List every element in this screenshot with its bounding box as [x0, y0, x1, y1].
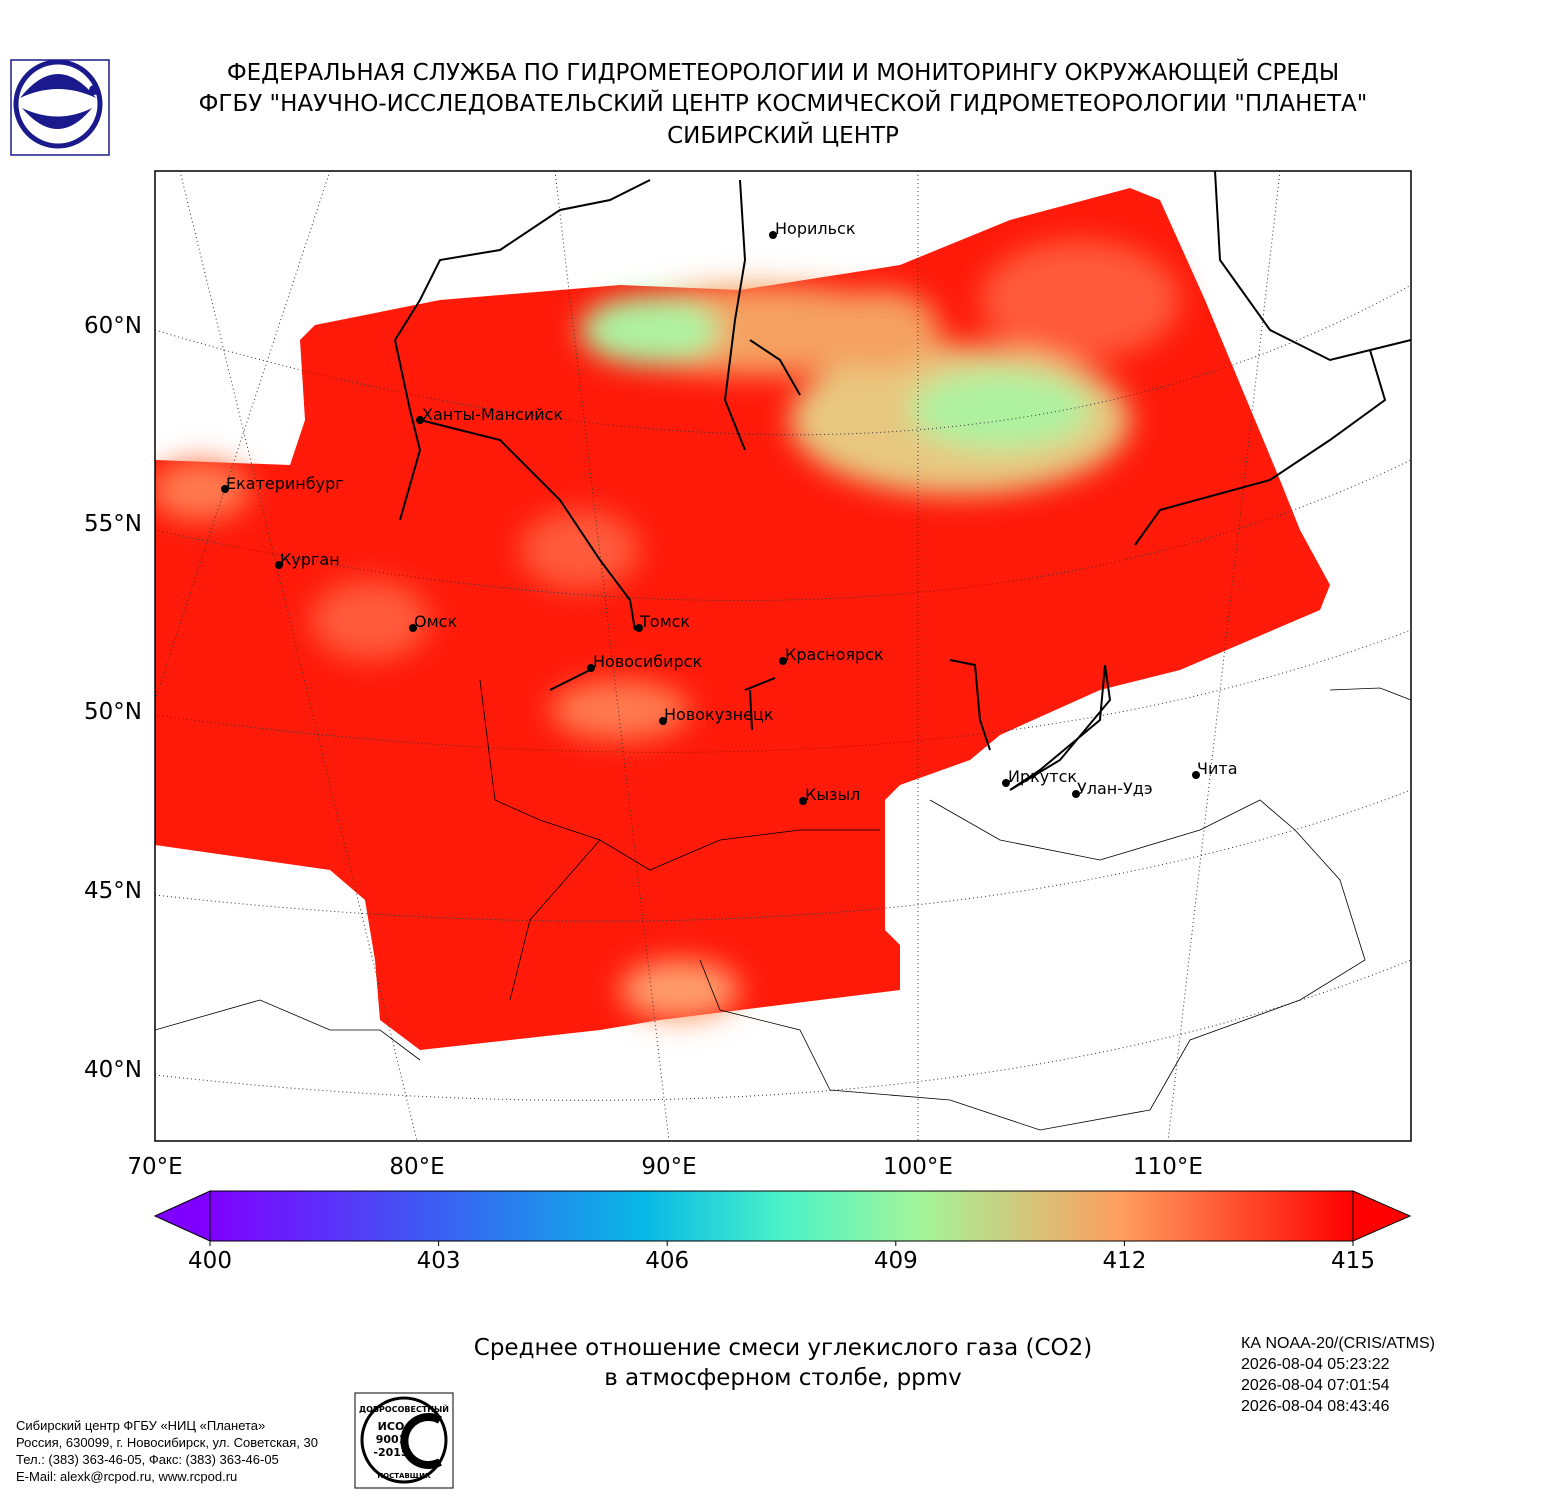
- cities: Норильск Ханты-Мансийск Екатеринбург Кур…: [221, 219, 1238, 805]
- city-dot: [799, 797, 807, 805]
- lat-label: 55°N: [84, 511, 142, 537]
- lat-label: 50°N: [84, 699, 142, 725]
- footer-line: Сибирский центр ФГБУ «НИЦ «Планета»: [16, 1418, 265, 1433]
- graticule: [155, 171, 1411, 1141]
- city-dot: [659, 717, 667, 725]
- rivers: [394, 171, 1411, 791]
- iso-text: -2015: [373, 1446, 408, 1459]
- city-dot: [635, 624, 643, 632]
- iso-text: ИСО: [378, 1420, 405, 1433]
- colorbar-extend: [153, 1190, 211, 1242]
- city-dot: [275, 561, 283, 569]
- colorbar-tick-label: 400: [188, 1248, 232, 1274]
- iso-text: 9001: [376, 1433, 407, 1446]
- header-line: СИБИРСКИЙ ЦЕНТР: [667, 121, 899, 149]
- lon-label: 100°E: [883, 1154, 953, 1180]
- city-label: Чита: [1197, 759, 1238, 778]
- satellite-info: 2026-08-04 08:43:46: [1241, 1398, 1390, 1415]
- logo: [10, 59, 110, 156]
- colorbar-tick-label: 415: [1331, 1248, 1375, 1274]
- city-dot: [587, 664, 595, 672]
- colorbar-tick-label: 403: [417, 1248, 461, 1274]
- city-dot: [409, 624, 417, 632]
- city-label: Томск: [639, 612, 690, 631]
- lat-label: 45°N: [84, 878, 142, 904]
- satellite-info: 2026-08-04 05:23:22: [1241, 1356, 1390, 1373]
- city-label: Ханты-Мансийск: [422, 405, 563, 424]
- city-label: Норильск: [775, 219, 856, 238]
- iso-logo: ДОБРОСОВЕСТНЫЙ ИСО 9001 -2015 ПОСТАВЩИК: [354, 1392, 454, 1489]
- colorbar-extend: [1352, 1190, 1412, 1242]
- city-label: Новокузнецк: [664, 705, 774, 724]
- city-dot: [416, 416, 424, 424]
- lat-label: 40°N: [84, 1057, 142, 1083]
- city-label: Екатеринбург: [226, 474, 344, 493]
- footer-line: Тел.: (383) 363-46-05, Факс: (383) 363-4…: [16, 1452, 279, 1467]
- satellite-info: КА NOAA-20/(CRIS/ATMS): [1241, 1335, 1435, 1352]
- footer-line: E-Mail: alexk@rcpod.ru, www.rcpod.ru: [16, 1469, 237, 1484]
- header-line: ФГБУ "НАУЧНО-ИССЛЕДОВАТЕЛЬСКИЙ ЦЕНТР КОС…: [199, 89, 1368, 117]
- colorbar-tick-label: 412: [1102, 1248, 1146, 1274]
- iso-text: ДОБРОСОВЕСТНЫЙ: [359, 1403, 449, 1414]
- map-frame: [154, 170, 1412, 1142]
- city-label: Улан-Удэ: [1077, 779, 1153, 798]
- borders: [155, 679, 1411, 1131]
- lon-label: 70°E: [127, 1154, 182, 1180]
- city-dot: [779, 657, 787, 665]
- city-dot: [1072, 790, 1080, 798]
- colorbar-body: [209, 1190, 1354, 1242]
- city-dot: [1002, 779, 1010, 787]
- co2-anomalies: [155, 240, 1180, 1020]
- header-line: ФЕДЕРАЛЬНАЯ СЛУЖБА ПО ГИДРОМЕТЕОРОЛОГИИ …: [227, 58, 1339, 86]
- city-label: Иркутск: [1008, 767, 1077, 786]
- caption: Среднее отношение смеси углекислого газа…: [474, 1335, 1092, 1361]
- colorbar-tick-label: 406: [645, 1248, 689, 1274]
- city-dot: [769, 231, 777, 239]
- city-label: Новосибирск: [593, 652, 702, 671]
- lon-label: 90°E: [641, 1154, 696, 1180]
- city-label: Красноярск: [785, 645, 884, 664]
- city-dot: [1192, 771, 1200, 779]
- colorbar-tick-label: 409: [874, 1248, 918, 1274]
- city-label: Омск: [414, 612, 457, 631]
- iso-text: ПОСТАВЩИК: [377, 1472, 431, 1480]
- city-dot: [221, 485, 229, 493]
- lon-label: 110°E: [1133, 1154, 1203, 1180]
- city-label: Кызыл: [805, 785, 860, 804]
- lon-label: 80°E: [389, 1154, 444, 1180]
- footer-line: Россия, 630099, г. Новосибирск, ул. Сове…: [16, 1435, 318, 1450]
- satellite-info: 2026-08-04 07:01:54: [1241, 1377, 1390, 1394]
- colorbar: [153, 1190, 1412, 1242]
- caption: в атмосферном столбе, ppmv: [604, 1365, 962, 1391]
- map: [155, 171, 1411, 1141]
- city-label: Курган: [280, 550, 340, 569]
- lat-label: 60°N: [84, 313, 142, 339]
